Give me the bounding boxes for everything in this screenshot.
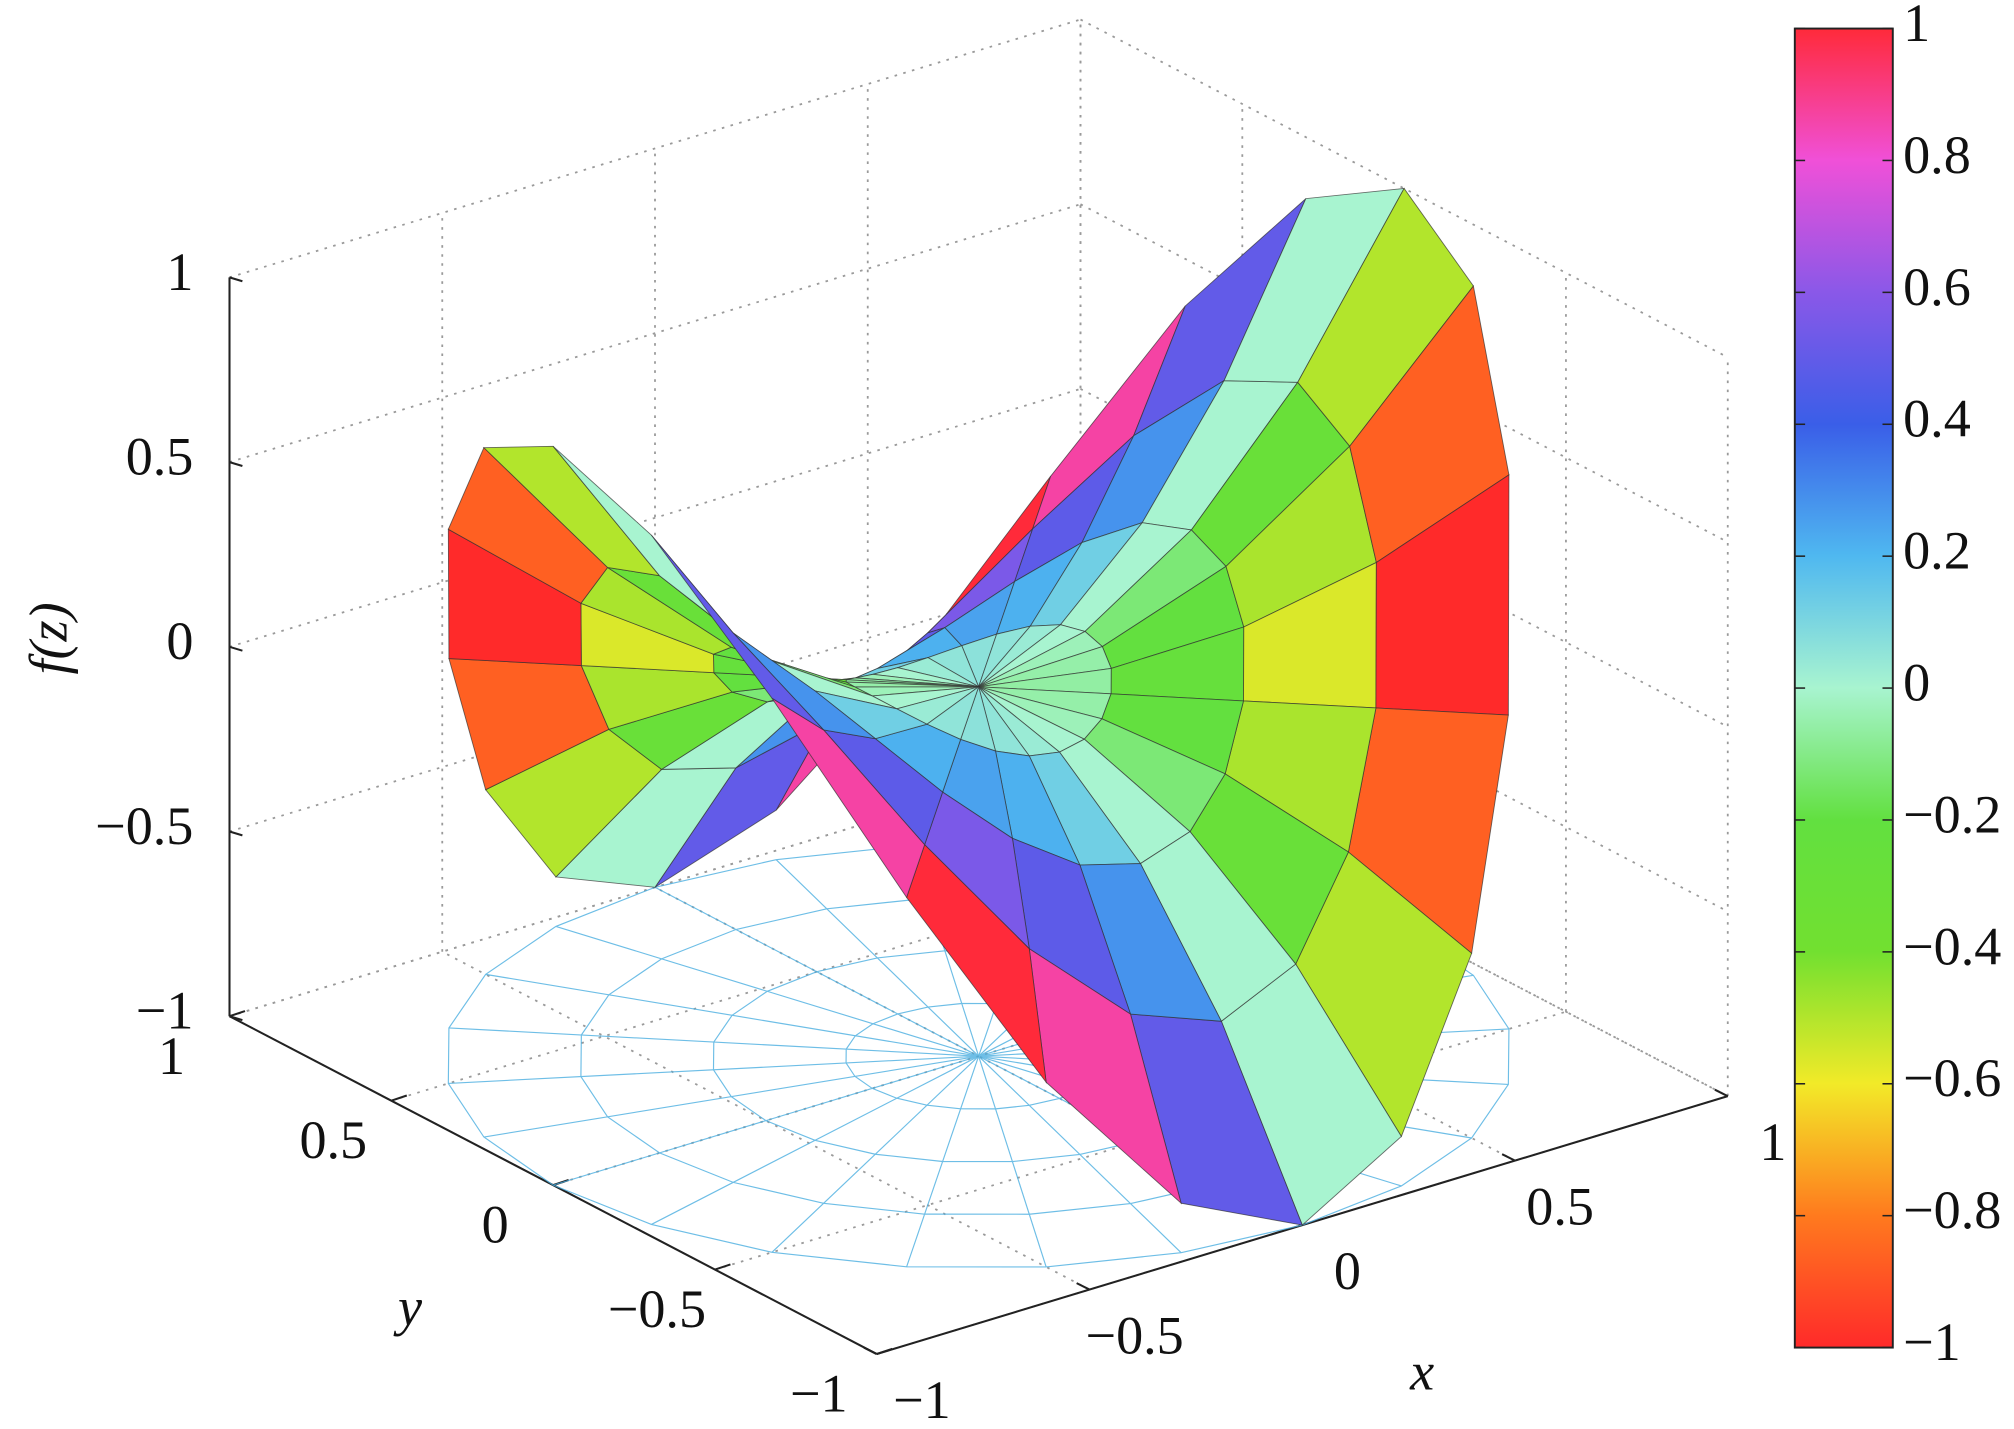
- x-tick: [1501, 1153, 1516, 1162]
- colorbar-tick-label: −0.4: [1903, 916, 2001, 976]
- x-tick: [863, 1346, 878, 1355]
- surface: [447, 187, 1510, 1226]
- x-tick-label: −0.5: [1086, 1306, 1184, 1366]
- x-tick: [1076, 1282, 1090, 1291]
- z-tick-label: 0.5: [126, 427, 194, 487]
- floor-spoke: [448, 1027, 979, 1057]
- y-axis-label: y: [393, 1277, 423, 1337]
- floor-spoke: [906, 1055, 980, 1267]
- floor-spoke: [448, 1055, 979, 1084]
- floor-spoke: [978, 1055, 1182, 1254]
- floor-spoke: [775, 859, 980, 1057]
- colorbar-tick-label: −0.2: [1903, 784, 2001, 844]
- x-tick-label: 1: [1759, 1112, 1786, 1172]
- z-tick-label: 0: [166, 611, 193, 671]
- y-tick: [876, 1347, 893, 1356]
- z-tick: [229, 1015, 243, 1022]
- z-axis-label: f(z): [19, 602, 79, 674]
- z-tick: [229, 830, 243, 837]
- z-tick-label: 1: [166, 242, 193, 302]
- floor-spoke: [771, 1055, 980, 1253]
- floor-spoke: [555, 925, 979, 1057]
- y-tick: [714, 1263, 731, 1271]
- floor-spoke: [485, 973, 979, 1057]
- colorbar-tick-label: 0.2: [1903, 521, 1971, 581]
- z-tick: [229, 645, 243, 652]
- y-tick-label: 0.5: [299, 1110, 367, 1170]
- z-tick-label: −1: [136, 981, 194, 1041]
- colorbar: [1793, 27, 1894, 1349]
- x-tick: [1714, 1088, 1729, 1098]
- grid-line: [229, 388, 1081, 648]
- z-tick: [229, 461, 243, 467]
- y-tick-label: −0.5: [608, 1279, 706, 1339]
- y-tick-label: 0: [482, 1195, 509, 1255]
- x-tick-label: 0: [1334, 1241, 1361, 1301]
- floor-spoke: [978, 1056, 1047, 1268]
- colorbar-tick-label: 0.8: [1903, 125, 1971, 185]
- x-axis-label: x: [1409, 1342, 1434, 1402]
- colorbar-tick-label: 0: [1903, 652, 1930, 712]
- floor-spoke: [654, 886, 979, 1057]
- grid-line: [229, 203, 1081, 463]
- colorbar-tick-label: −0.6: [1903, 1048, 2001, 1108]
- colorbar-tick-label: 0.6: [1903, 257, 1971, 317]
- z-tick-label: −0.5: [95, 796, 193, 856]
- y-tick-label: −1: [790, 1364, 848, 1424]
- floor-spoke: [483, 1055, 979, 1138]
- y-tick-label: 1: [158, 1026, 185, 1086]
- colorbar-tick-label: 1: [1903, 0, 1930, 53]
- x-tick-label: 0.5: [1526, 1177, 1594, 1237]
- surface-patch: [651, 534, 824, 731]
- z-tick: [229, 276, 243, 283]
- x-tick-label: −1: [893, 1370, 951, 1429]
- colorbar-tick-label: 0.4: [1903, 389, 1971, 449]
- floor-spoke: [552, 1055, 979, 1186]
- colorbar-tick-label: −0.8: [1903, 1180, 2001, 1240]
- y-tick: [390, 1094, 408, 1102]
- grid-line: [229, 18, 1081, 279]
- floor-spoke: [651, 1055, 979, 1225]
- y-tick: [229, 1010, 246, 1018]
- colorbar-tick-label: −1: [1903, 1312, 1961, 1372]
